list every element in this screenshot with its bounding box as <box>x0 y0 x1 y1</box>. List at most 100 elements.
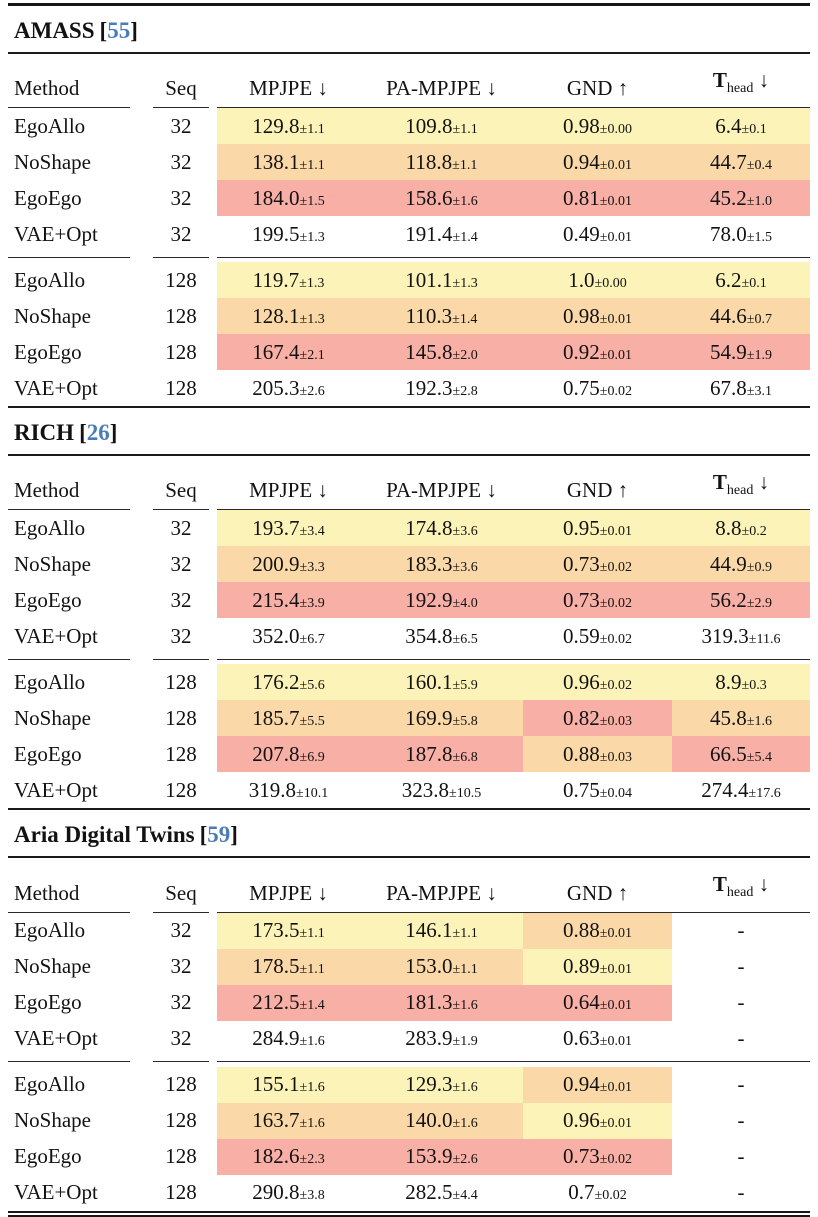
table-row: NoShape 32 178.5±1.1 153.0±1.1 0.89±0.01- <box>8 948 810 985</box>
table-row: NoShape 128 163.7±1.6 140.0±1.6 0.96±0.01- <box>8 1102 810 1139</box>
method-cell: VAE+Opt <box>14 623 98 648</box>
citation-number[interactable]: 55 <box>107 18 131 43</box>
metric-error-margin: ±0.02 <box>599 383 632 399</box>
metric-cell: 187.8±6.8 <box>360 736 523 773</box>
metric-error-margin: ±1.6 <box>299 1116 325 1132</box>
method-cell: EgoEgo <box>14 185 82 210</box>
method-cell: NoShape <box>14 149 91 174</box>
metric-error-margin: ±1.6 <box>299 1034 325 1050</box>
seq-cell: 32 <box>170 954 192 979</box>
separator-cell <box>145 252 217 262</box>
table-row: EgoEgo 32 215.4±3.9 192.9±4.0 0.73±0.02 56.2±… <box>8 582 810 619</box>
metric-error-margin: ±0.01 <box>599 347 632 363</box>
metric-value: 129.8 <box>252 113 300 138</box>
table-row: EgoAllo 128 155.1±1.6 129.3±1.6 0.94±0.01- <box>8 1066 810 1103</box>
metric-cell: 0.96±0.02 <box>523 664 672 701</box>
metric-value: - <box>737 1108 745 1133</box>
col-header-seq: Seq <box>153 464 209 511</box>
separator-cell <box>217 654 810 664</box>
metric-value: 0.98 <box>563 113 600 138</box>
seq-cell: 32 <box>170 551 192 576</box>
table-row: VAE+Opt 128 205.3±2.6 192.3±2.8 0.75±0.02 67.… <box>8 370 810 406</box>
seq-cell: 32 <box>170 113 192 138</box>
metric-value: 182.6 <box>252 1144 300 1169</box>
seq-separator-line <box>153 256 209 258</box>
table-row: NoShape 128 185.7±5.5 169.9±5.8 0.82±0.03 45.… <box>8 700 810 737</box>
metric-cell: 183.3±3.6 <box>360 546 523 583</box>
metric-cell: 182.6±2.3 <box>217 1138 360 1175</box>
metric-error-margin: ±0.01 <box>599 926 632 942</box>
header-row: Method Seq MPJPE ↓ PA-MPJPE ↓ GND ↑ Thea… <box>8 54 810 109</box>
metric-error-margin: ±0.01 <box>599 229 632 245</box>
citation-link[interactable]: [55] <box>100 18 138 43</box>
seq-cell: 128 <box>165 669 197 694</box>
metric-error-margin: ±1.5 <box>299 193 325 209</box>
metric-cell: 212.5±1.4 <box>217 984 360 1021</box>
metric-cell: 323.8±10.5 <box>360 772 523 808</box>
benchmark-results-table: AMASS [55] Method Seq MPJPE ↓ PA-MPJPE ↓ … <box>8 0 810 1217</box>
metric-error-margin: ±0.02 <box>599 677 632 693</box>
citation-link[interactable]: [59] <box>200 822 238 847</box>
metric-cell: 184.0±1.5 <box>217 180 360 217</box>
metric-value: 192.9 <box>405 587 453 612</box>
block-separator-row <box>8 654 810 664</box>
citation-bracket-close: ] <box>130 18 138 43</box>
metric-value: 283.9 <box>405 1026 453 1051</box>
metric-value: 0.73 <box>563 551 600 576</box>
citation-number[interactable]: 26 <box>86 420 110 446</box>
metric-value: 67.8 <box>710 375 747 400</box>
method-cell: EgoEgo <box>14 1144 82 1169</box>
sections-container: AMASS [55] Method Seq MPJPE ↓ PA-MPJPE ↓ … <box>8 6 810 1211</box>
metric-value: 187.8 <box>405 741 453 766</box>
metric-value: 6.2 <box>715 267 742 292</box>
metric-cell: 155.1±1.6 <box>217 1066 360 1103</box>
rows-body: EgoAllo 32 173.5±1.1 146.1±1.1 0.88±0.01- NoS… <box>8 912 810 1211</box>
metric-cell: 185.7±5.5 <box>217 700 360 737</box>
metric-value: 200.9 <box>252 551 300 576</box>
metric-value: 0.94 <box>563 1072 600 1097</box>
metric-value: 319.8 <box>248 777 297 802</box>
t-head-symbol: T <box>712 68 727 92</box>
dataset-section: Aria Digital Twins [59] Method Seq MPJPE … <box>8 808 810 1210</box>
col-header-mpjpe: MPJPE ↓ <box>217 867 360 913</box>
citation-link[interactable]: [26] <box>79 420 117 445</box>
metric-error-margin: ±0.04 <box>599 785 632 801</box>
metric-cell: 145.8±2.0 <box>360 334 523 371</box>
metric-error-margin: ±1.1 <box>299 962 325 978</box>
seq-cell: 32 <box>170 587 192 612</box>
metric-value: 352.0 <box>252 623 300 648</box>
col-header-seq: Seq <box>153 867 209 913</box>
section-title: Aria Digital Twins [59] <box>8 810 810 859</box>
dataset-name: Aria Digital Twins <box>14 822 195 848</box>
col-header-gnd: GND ↑ <box>523 62 672 109</box>
metric-error-margin: ±1.4 <box>452 311 478 327</box>
t-head-symbol: T <box>712 872 727 897</box>
metric-value: 183.3 <box>405 551 453 576</box>
seq-cell: 32 <box>170 918 192 943</box>
metric-value: 0.59 <box>563 623 600 648</box>
metric-cell: 129.3±1.6 <box>360 1066 523 1103</box>
citation-number[interactable]: 59 <box>207 822 231 848</box>
metric-value: 145.8 <box>405 339 453 364</box>
metric-value: 0.73 <box>563 1144 600 1169</box>
metric-value: 0.95 <box>563 515 600 540</box>
metric-cell: 1.0±0.00 <box>523 262 672 299</box>
metric-value: 44.7 <box>710 149 747 174</box>
seq-cell: 32 <box>170 185 192 210</box>
metric-value: 0.63 <box>563 1026 600 1051</box>
metric-error-margin: ±3.6 <box>452 523 478 539</box>
metric-error-margin: ±5.6 <box>299 677 325 693</box>
metric-cell: 138.1±1.1 <box>217 144 360 181</box>
metric-error-margin: ±3.3 <box>299 559 325 575</box>
metric-value: 160.1 <box>405 669 453 694</box>
method-cell: NoShape <box>14 303 91 328</box>
metric-cell: 56.2±2.9 <box>672 582 810 619</box>
metric-error-margin: ±6.5 <box>452 631 478 647</box>
metric-value: 207.8 <box>252 741 300 766</box>
metric-value: 0.7 <box>568 1180 595 1205</box>
seq-cell: 128 <box>165 1072 197 1097</box>
block-separator-row <box>8 252 810 262</box>
table-row: EgoAllo 32 173.5±1.1 146.1±1.1 0.88±0.01- <box>8 912 810 949</box>
metric-value: 158.6 <box>405 185 453 210</box>
metric-cell: 283.9±1.9 <box>360 1021 523 1057</box>
